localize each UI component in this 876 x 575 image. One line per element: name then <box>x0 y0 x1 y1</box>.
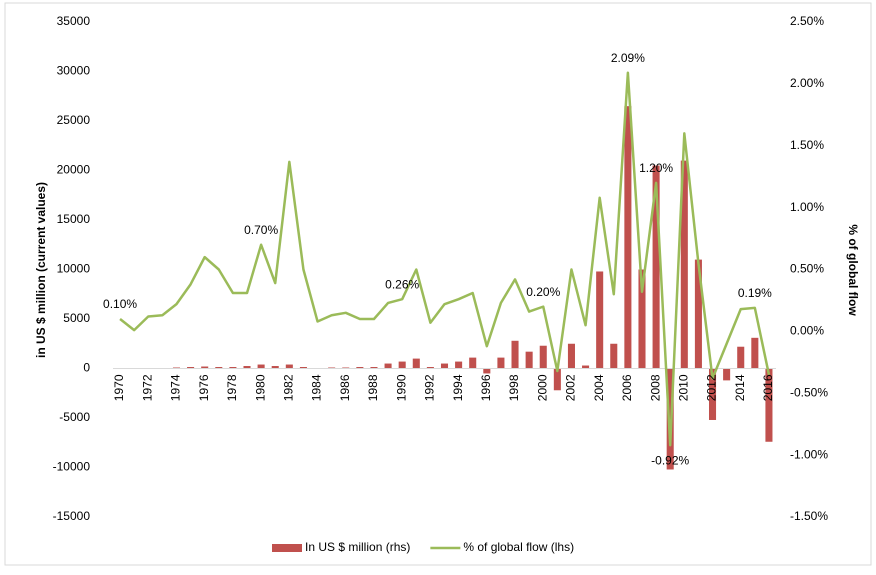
legend-label: In US $ million (rhs) <box>305 540 410 554</box>
y-tick-label: 10000 <box>57 262 91 276</box>
y-tick-label: -5000 <box>59 410 90 424</box>
data-label: 0.70% <box>244 223 278 237</box>
data-label: 0.20% <box>526 285 560 299</box>
bar <box>737 347 744 369</box>
x-tick-label: 1970 <box>112 374 126 401</box>
data-label: 0.10% <box>103 297 137 311</box>
x-tick-label: 1980 <box>253 374 267 401</box>
y2-axis-title: % of global flow <box>846 224 860 316</box>
data-label: 1.20% <box>639 161 673 175</box>
bar <box>596 271 603 368</box>
x-tick-label: 2006 <box>620 374 634 401</box>
x-tick-label: 1974 <box>169 374 183 401</box>
bar <box>526 352 533 369</box>
data-label: 0.26% <box>385 277 419 291</box>
x-tick-label: 1984 <box>310 374 324 401</box>
bar <box>624 106 631 368</box>
y2-tick-label: -1.00% <box>790 447 828 461</box>
y-tick-label: 35000 <box>57 14 91 28</box>
x-tick-label: 1976 <box>197 374 211 401</box>
y-tick-label: 5000 <box>63 311 90 325</box>
y2-tick-label: -1.50% <box>790 509 828 523</box>
y2-tick-label: -0.50% <box>790 385 828 399</box>
y-axis-title: in US $ million (current values) <box>34 182 48 358</box>
data-label: 2.09% <box>611 51 645 65</box>
y2-tick-label: 1.50% <box>790 138 824 152</box>
x-tick-label: 2014 <box>733 374 747 401</box>
y-tick-label: -15000 <box>53 509 91 523</box>
x-tick-label: 1972 <box>140 374 154 401</box>
bar <box>441 364 448 369</box>
x-tick-label: 2004 <box>592 374 606 401</box>
bar <box>399 362 406 369</box>
x-tick-label: 2012 <box>705 374 719 401</box>
x-tick-label: 1996 <box>479 374 493 401</box>
x-tick-label: 1988 <box>366 374 380 401</box>
bar <box>497 358 504 369</box>
y-tick-label: 30000 <box>57 64 91 78</box>
y-tick-label: 25000 <box>57 113 91 127</box>
bar <box>258 365 265 369</box>
x-tick-label: 1994 <box>451 374 465 401</box>
bar <box>469 358 476 369</box>
x-tick-label: 2008 <box>648 374 662 401</box>
bar <box>568 344 575 369</box>
x-tick-label: 1998 <box>507 374 521 401</box>
bar <box>723 369 730 381</box>
y-tick-label: 15000 <box>57 212 91 226</box>
chart-frame <box>5 3 871 565</box>
y2-tick-label: 2.50% <box>790 14 824 28</box>
x-tick-label: 2000 <box>535 374 549 401</box>
x-tick-label: 2002 <box>564 374 578 401</box>
y2-tick-label: 0.00% <box>790 324 824 338</box>
bar <box>751 338 758 369</box>
y2-tick-label: 1.00% <box>790 200 824 214</box>
bar <box>455 362 462 369</box>
legend-label: % of global flow (lhs) <box>463 540 574 554</box>
bar <box>610 344 617 369</box>
x-tick-label: 1990 <box>394 374 408 401</box>
legend-swatch <box>272 544 302 552</box>
y-tick-label: 20000 <box>57 163 91 177</box>
x-tick-label: 1992 <box>423 374 437 401</box>
bar <box>385 364 392 369</box>
x-tick-label: 1982 <box>282 374 296 401</box>
y-tick-label: 0 <box>83 361 90 375</box>
data-label: -0.92% <box>651 453 689 467</box>
x-tick-label: 1978 <box>225 374 239 401</box>
data-label: 0.19% <box>738 286 772 300</box>
x-tick-label: 2010 <box>676 374 690 401</box>
bar <box>413 359 420 369</box>
bar <box>286 365 293 369</box>
y-tick-label: -10000 <box>53 460 91 474</box>
bar <box>540 346 547 369</box>
bar <box>483 369 490 374</box>
x-tick-label: 2016 <box>761 374 775 401</box>
bar <box>512 341 519 369</box>
y2-tick-label: 2.00% <box>790 76 824 90</box>
y2-tick-label: 0.50% <box>790 262 824 276</box>
x-tick-label: 1986 <box>338 374 352 401</box>
